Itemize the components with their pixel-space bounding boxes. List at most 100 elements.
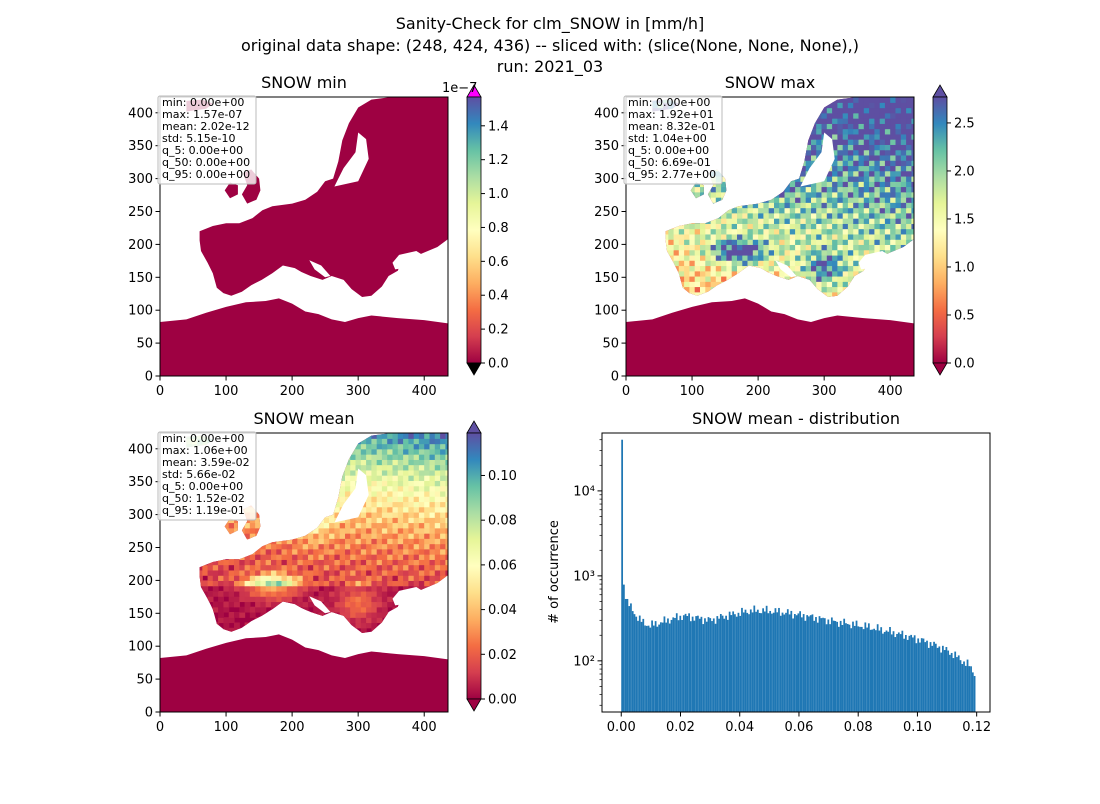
map-cell [197,569,203,576]
histogram-bar [654,621,657,712]
map-cell [832,260,838,267]
map-cell [789,202,796,209]
map-cell [286,548,293,555]
map-cell [255,596,261,603]
map-cell [784,249,791,256]
map-cell [392,522,399,529]
map-cell [360,606,367,613]
y-tick-label: 300 [128,508,153,523]
histogram-bar [786,609,789,712]
map-cell [700,281,706,288]
map-cell [308,601,314,608]
map-cell [387,522,394,529]
histogram-bar [695,616,698,712]
map-cell [392,454,399,460]
map-cell [842,202,849,209]
map-cell [710,228,717,235]
histogram-bar [859,626,861,712]
map-cell [779,197,786,203]
map-cell [853,107,860,114]
histogram-bar [698,618,701,712]
map-cell [811,128,817,135]
map-cell [853,218,860,224]
histogram-bar [633,614,636,712]
histogram-bar [630,603,632,712]
map-cell [847,228,854,235]
map-cell [212,585,219,592]
map-cell [429,569,436,576]
map-cell [805,186,812,193]
map-cell [286,564,293,571]
map-cell [302,569,309,576]
map-cell [826,107,833,114]
map-cell [202,590,209,597]
map-cell [440,459,446,466]
histogram-bar [702,624,705,712]
map-cell [826,181,833,188]
map-cell [874,228,881,235]
map-cell [255,606,261,613]
map-cell [366,559,372,566]
map-cell [286,538,293,545]
map-cell [387,590,394,597]
map-cell [392,517,399,524]
map-cell [371,533,378,539]
map-cell [350,548,357,555]
map-cell [731,265,738,272]
map-cell [403,527,409,534]
map-cell [789,191,796,198]
map-cell [366,517,372,524]
panel-snow-min: SNOW min 0 100 200 300 400 05010015020025030… [128,73,509,399]
histogram-bar [665,622,668,712]
map-cell [847,202,854,209]
map-cell [381,469,388,476]
map-cell [244,554,251,560]
histogram-bar [860,626,863,712]
map-cell [847,191,854,198]
map-cell [387,564,394,571]
map-cell [863,197,870,203]
map-cell [329,569,335,576]
map-cell [445,559,448,566]
map-cell [832,276,838,282]
histogram-bar [966,659,969,712]
map-cell [826,128,833,135]
map-cell [345,569,351,576]
map-cell [789,218,796,224]
histogram-bar [785,612,787,712]
map-cell [265,543,272,550]
map-cell [366,612,372,618]
map-cell [853,265,860,272]
map-cell [805,270,812,277]
map-cell [429,559,436,566]
map-cell [869,249,875,256]
histogram-bar [734,614,736,712]
map-cell [350,533,357,539]
map-cell [768,239,775,245]
map-cell [821,239,828,245]
map-cell [418,506,425,513]
map-cell [837,265,844,272]
map-cell [403,512,409,518]
map-cell [355,533,362,539]
map-cell [900,207,907,214]
map-cell [424,454,431,460]
map-cell [784,233,791,240]
stats-line: q_95: 0.00e+00 [162,168,250,181]
map-cell [371,580,378,587]
map-cell [440,538,446,545]
map-cell [842,254,849,261]
map-cell [863,212,870,219]
map-cell [297,559,304,566]
map-cell [424,464,431,471]
histogram-bars [621,439,976,712]
map-cell [302,580,309,587]
histogram-bar [718,618,720,712]
colorbar-tick-label: 1.5 [954,212,975,227]
panel-title: SNOW mean [254,409,355,428]
map-cell [424,543,431,550]
land-africa [160,634,448,712]
stats-line: q_50: 1.52e-02 [162,492,245,505]
map-cell [276,580,283,587]
